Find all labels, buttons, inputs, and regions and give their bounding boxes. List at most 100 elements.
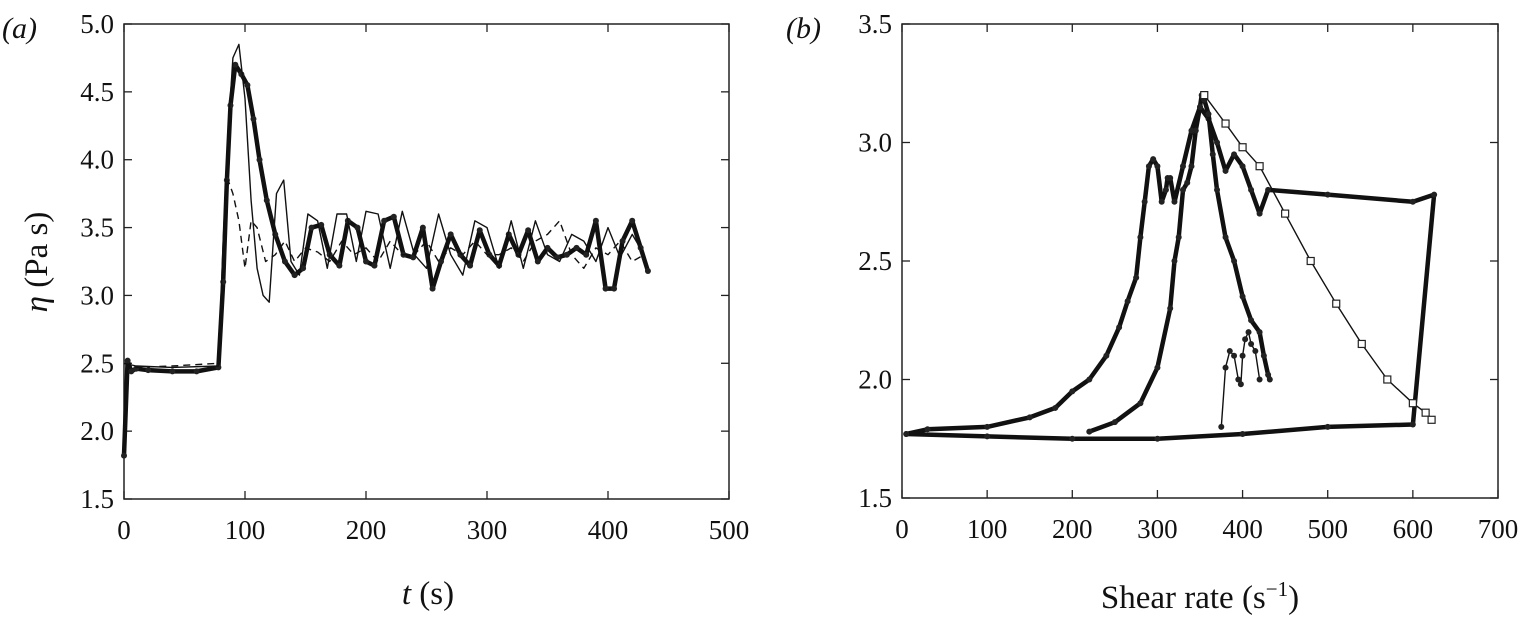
series-point: [447, 231, 454, 238]
series-point: [1158, 198, 1165, 205]
series-point: [1242, 336, 1249, 343]
series-point: [1179, 186, 1186, 193]
series-point: [281, 258, 288, 265]
x-tick-label: 0: [895, 514, 909, 544]
series-point: [1383, 375, 1392, 384]
series-point: [1184, 179, 1191, 186]
panel-b-x-axis-text: Shear rate (s: [1101, 580, 1266, 616]
y-tick-label: 3.0: [858, 128, 892, 158]
panel-b-label: (b): [786, 12, 821, 45]
series-line: [123, 179, 645, 369]
series-point: [308, 224, 315, 231]
series-point: [354, 224, 361, 231]
series-point: [419, 224, 426, 231]
panel-a-x-axis-symbol: t: [402, 576, 412, 612]
y-tick-label: 3.0: [80, 280, 114, 310]
series-point: [1167, 305, 1174, 312]
series-point: [263, 197, 270, 204]
series-point: [1255, 162, 1264, 171]
series-point: [629, 217, 636, 224]
series-point: [1237, 381, 1244, 388]
series-point: [1239, 352, 1246, 359]
series-point: [381, 217, 388, 224]
series-point: [121, 452, 127, 459]
series-point: [128, 368, 135, 375]
x-tick-label: 600: [1393, 514, 1434, 544]
series-point: [1192, 127, 1199, 134]
series-point: [1260, 352, 1267, 359]
series-point: [169, 368, 176, 375]
series-point: [1154, 163, 1161, 170]
panel-b: (b) 1.5 2.0 2.5 3.0 3.5 0 100 200 300 400 500 600 7…: [786, 9, 1518, 616]
series-point: [592, 217, 599, 224]
panel-a-x-axis: 0 100 200 300 400 500: [117, 24, 749, 545]
series-point: [1200, 90, 1209, 100]
panel-a-y-axis-label: η (Pa s): [19, 212, 55, 313]
series-point: [1306, 256, 1315, 266]
series-point: [1197, 103, 1203, 110]
series-point: [1245, 329, 1252, 336]
series-point: [250, 116, 257, 122]
y-tick-label: 3.5: [80, 213, 114, 243]
series-point: [1231, 258, 1238, 264]
panel-b-y-axis: 1.5 2.0 2.5 3.0 3.5: [858, 9, 1498, 513]
series-point: [1235, 376, 1242, 383]
series-point: [1141, 198, 1148, 205]
series-point: [467, 262, 474, 269]
series-point: [363, 258, 369, 265]
series-point: [1214, 139, 1221, 146]
panel-b-series-group: [903, 90, 1438, 442]
series-point: [1137, 234, 1144, 241]
series-point: [429, 285, 436, 292]
series-point: [573, 244, 580, 251]
series-point: [1248, 186, 1255, 193]
series-point: [390, 213, 397, 220]
series-point: [145, 367, 152, 374]
series-point: [124, 357, 131, 364]
panel-a-y-axis: 1.5 2.0 2.5 3.0 3.5 4.0 4.5 5.0: [80, 9, 729, 514]
series-point: [1231, 151, 1238, 158]
series-point: [1154, 364, 1161, 371]
y-tick-label: 2.0: [80, 416, 114, 446]
series-point: [1248, 317, 1255, 324]
series-point: [1069, 388, 1076, 395]
series-point: [193, 368, 200, 375]
series-point: [1357, 339, 1366, 349]
series-line: [121, 62, 651, 456]
series-point: [1324, 423, 1331, 430]
series-point: [1145, 163, 1152, 170]
series-point: [336, 262, 343, 269]
series-point: [1421, 408, 1430, 417]
series-line: [123, 43, 645, 369]
series-point: [1431, 191, 1438, 198]
series-point: [1324, 191, 1331, 198]
y-tick-label: 4.0: [80, 145, 114, 175]
x-tick-label: 100: [225, 515, 266, 545]
series-point: [1188, 127, 1195, 134]
series-line: [1203, 94, 1433, 421]
series-point: [1167, 175, 1174, 182]
series-point: [476, 227, 483, 234]
y-tick-label: 3.5: [858, 9, 892, 39]
panel-a-series-group: [121, 43, 651, 459]
series-point: [1124, 298, 1131, 305]
series-point: [1162, 186, 1169, 193]
series-point: [1408, 399, 1417, 408]
series-point: [1052, 404, 1059, 411]
y-tick-label: 4.5: [80, 77, 114, 107]
series-point: [300, 265, 307, 272]
series-point: [318, 221, 325, 228]
series-point: [563, 251, 570, 258]
series-point: [1179, 163, 1186, 170]
series-point: [1265, 371, 1272, 378]
y-tick-label: 5.0: [80, 9, 114, 39]
series-point: [644, 268, 651, 274]
x-tick-label: 300: [467, 515, 508, 545]
series-point: [1171, 258, 1178, 264]
series-point: [1256, 210, 1263, 217]
panel-a-x-axis-label: t (s): [402, 576, 454, 612]
series-point: [1248, 340, 1255, 347]
series-point: [1252, 348, 1259, 355]
x-tick-label: 400: [588, 515, 629, 545]
series-point: [438, 258, 445, 265]
